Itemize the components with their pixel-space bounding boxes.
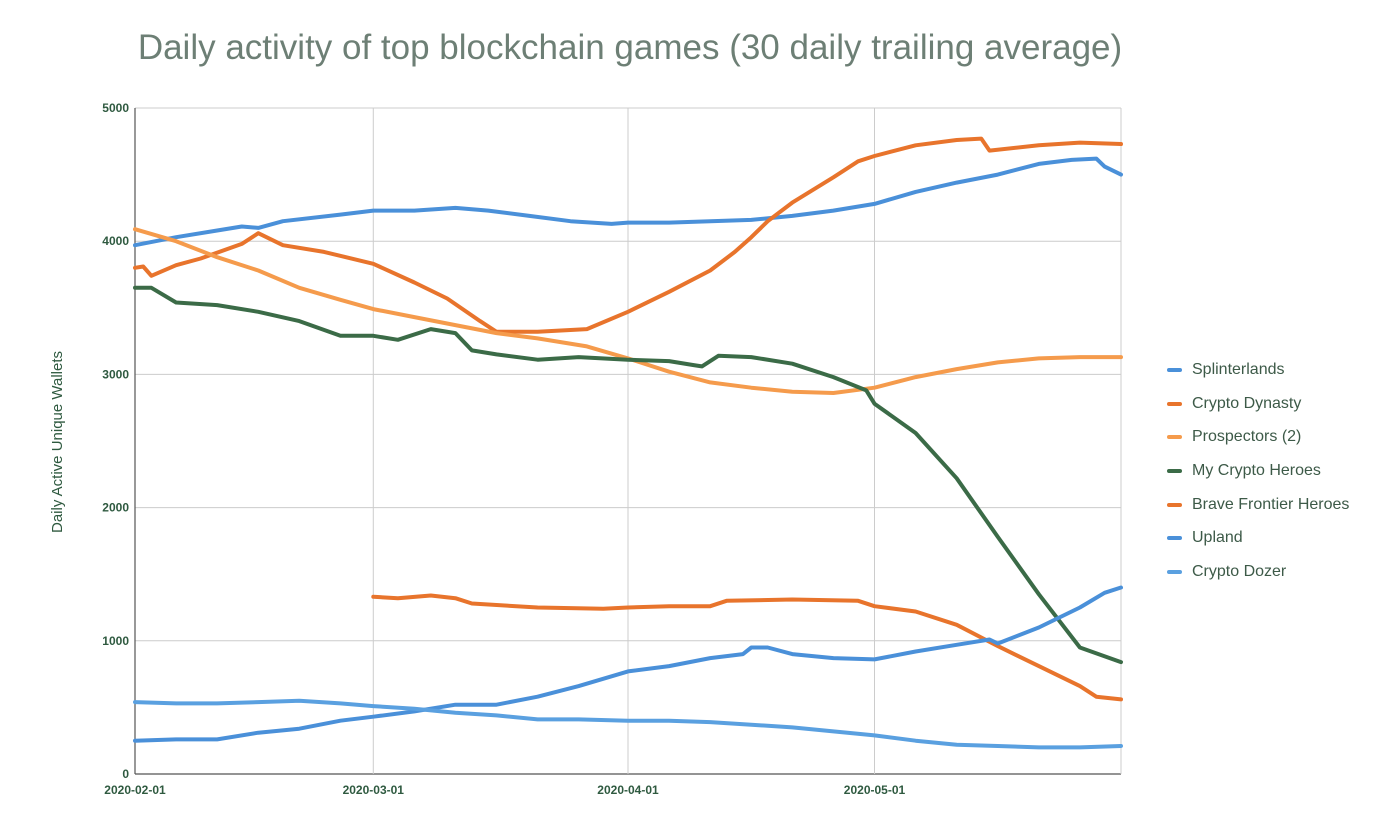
legend-item-crypto-dynasty: Crypto Dynasty bbox=[1167, 387, 1349, 421]
y-tick-label: 4000 bbox=[102, 234, 129, 248]
legend-swatch bbox=[1167, 536, 1182, 541]
legend-item-my-crypto-heroes: My Crypto Heroes bbox=[1167, 454, 1349, 488]
series-line-my-crypto-heroes bbox=[133, 285, 1123, 665]
legend: Splinterlands Crypto Dynasty Prospectors (… bbox=[1167, 353, 1349, 589]
legend-label: Crypto Dozer bbox=[1192, 562, 1287, 580]
legend-swatch bbox=[1167, 502, 1182, 507]
legend-item-splinterlands: Splinterlands bbox=[1167, 353, 1349, 387]
legend-label: My Crypto Heroes bbox=[1192, 461, 1321, 479]
y-tick-label: 3000 bbox=[102, 367, 129, 381]
x-tick-label: 2020-03-01 bbox=[343, 783, 405, 797]
legend-label: Upland bbox=[1192, 529, 1243, 547]
legend-label: Prospectors (2) bbox=[1192, 428, 1302, 446]
legend-item-brave-frontier-heroes: Brave Frontier Heroes bbox=[1167, 488, 1349, 522]
series-line-crypto-dozer bbox=[133, 698, 1123, 750]
series-line-upland bbox=[133, 585, 1123, 743]
legend-swatch bbox=[1167, 367, 1182, 372]
gridlines bbox=[134, 107, 1122, 775]
y-tick-label: 0 bbox=[122, 767, 129, 781]
y-tick-label: 2000 bbox=[102, 501, 129, 515]
y-tick-label: 1000 bbox=[102, 634, 129, 648]
legend-swatch bbox=[1167, 401, 1182, 406]
series-line-crypto-dynasty bbox=[133, 136, 1123, 334]
series-line-brave-frontier-heroes bbox=[371, 593, 1123, 702]
series-line-splinterlands bbox=[133, 156, 1123, 248]
y-tick-label: 5000 bbox=[102, 101, 129, 115]
legend-item-upland: Upland bbox=[1167, 521, 1349, 555]
axes: 0 1000 2000 3000 4000 5000 2020-02-01 2020-03-0… bbox=[102, 101, 905, 797]
y-axis-title: Daily Active Unique Wallets bbox=[49, 351, 66, 533]
legend-swatch bbox=[1167, 435, 1182, 440]
legend-swatch bbox=[1167, 468, 1182, 473]
legend-swatch bbox=[1167, 569, 1182, 574]
legend-label: Splinterlands bbox=[1192, 360, 1285, 378]
x-tick-label: 2020-05-01 bbox=[844, 783, 906, 797]
legend-label: Brave Frontier Heroes bbox=[1192, 495, 1350, 513]
legend-item-prospectors-2: Prospectors (2) bbox=[1167, 420, 1349, 454]
legend-item-crypto-dozer: Crypto Dozer bbox=[1167, 555, 1349, 589]
series-lines bbox=[133, 136, 1123, 750]
x-tick-label: 2020-04-01 bbox=[597, 783, 659, 797]
x-tick-label: 2020-02-01 bbox=[104, 783, 166, 797]
chart-title: Daily activity of top blockchain games (… bbox=[137, 28, 1123, 67]
legend-label: Crypto Dynasty bbox=[1192, 394, 1302, 412]
